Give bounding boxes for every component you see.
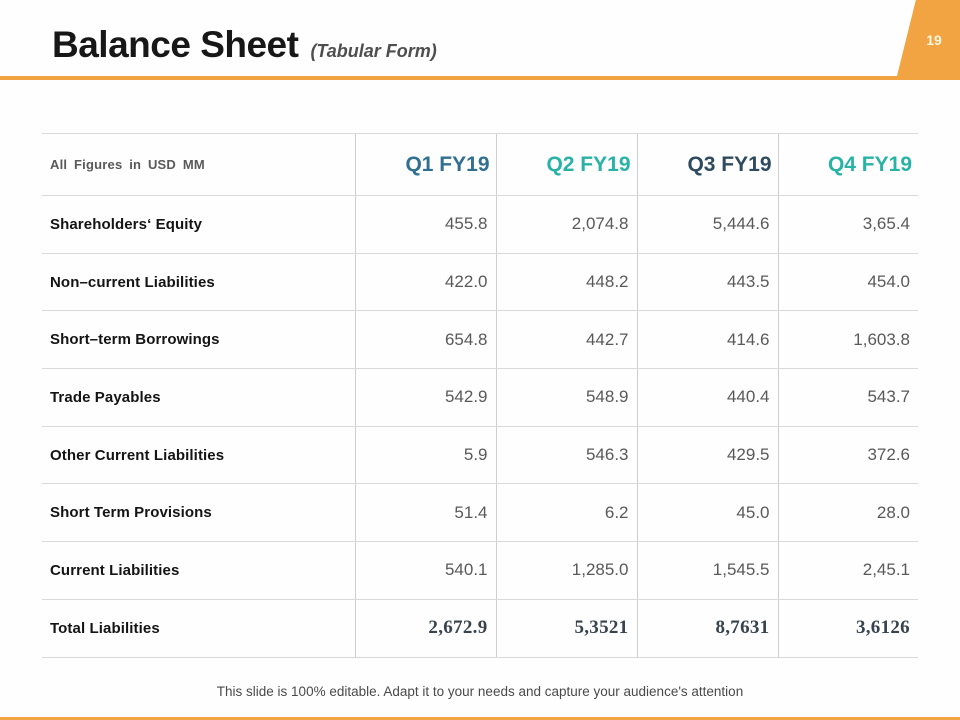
value-cell: 6.2 [495, 483, 637, 543]
column-header-q2: Q2 FY19 [495, 133, 637, 196]
value-cell: 654.8 [354, 310, 496, 370]
row-label: Non–current Liabilities [42, 253, 355, 312]
balance-sheet-table: All Figures in USD MM Q1 FY19 Q2 FY19 Q3 F… [42, 133, 918, 658]
value-cell: 548.9 [495, 368, 637, 427]
table-row: Trade Payables 542.9 548.9 440.4 543.7 [42, 368, 918, 427]
row-label: Shareholders‘ Equity [42, 195, 355, 254]
value-cell: 5,444.6 [636, 195, 778, 254]
value-cell: 422.0 [354, 253, 496, 312]
table-header-row: All Figures in USD MM Q1 FY19 Q2 FY19 Q3 F… [42, 133, 918, 196]
value-cell: 1,603.8 [777, 310, 918, 370]
row-label: Total Liabilities [42, 599, 355, 658]
page-subtitle: (Tabular Form) [310, 41, 437, 61]
table-row: Current Liabilities 540.1 1,285.0 1,545.5 2,… [42, 541, 918, 600]
column-header-q3: Q3 FY19 [636, 133, 778, 196]
row-label: Other Current Liabilities [42, 426, 355, 485]
bottom-accent-line [0, 717, 960, 720]
value-cell: 3,6126 [777, 599, 918, 658]
column-header-q1: Q1 FY19 [354, 133, 496, 196]
value-cell: 542.9 [354, 368, 496, 427]
table-row: Short Term Provisions 51.4 6.2 45.0 28.0 [42, 483, 918, 543]
row-label: Short–term Borrowings [42, 310, 355, 370]
slide-header: Balance Sheet (Tabular Form) [52, 24, 437, 66]
value-cell: 1,545.5 [636, 541, 778, 600]
value-cell: 1,285.0 [495, 541, 637, 600]
table-row: Short–term Borrowings 654.8 442.7 414.6 1,60… [42, 310, 918, 370]
value-cell: 546.3 [495, 426, 637, 485]
column-header-q4: Q4 FY19 [777, 133, 918, 196]
value-cell: 540.1 [354, 541, 496, 600]
table-row: Other Current Liabilities 5.9 546.3 429.5 37… [42, 426, 918, 485]
value-cell: 5,3521 [495, 599, 637, 658]
value-cell: 28.0 [777, 483, 918, 543]
value-cell: 440.4 [636, 368, 778, 427]
value-cell: 3,65.4 [777, 195, 918, 254]
table-row: Total Liabilities 2,672.9 5,3521 8,7631 3,61… [42, 599, 918, 658]
row-label: Trade Payables [42, 368, 355, 427]
page-number-badge: 19 [896, 0, 960, 80]
row-label: Short Term Provisions [42, 483, 355, 543]
value-cell: 442.7 [495, 310, 637, 370]
table-row: Shareholders‘ Equity 455.8 2,074.8 5,444.6 3… [42, 195, 918, 254]
title-underline [0, 76, 960, 80]
value-cell: 8,7631 [636, 599, 778, 658]
value-cell: 543.7 [777, 368, 918, 427]
value-cell: 5.9 [354, 426, 496, 485]
footer-note: This slide is 100% editable. Adapt it to… [216, 684, 744, 699]
table-corner-label: All Figures in USD MM [42, 133, 355, 196]
value-cell: 455.8 [354, 195, 496, 254]
value-cell: 2,074.8 [495, 195, 637, 254]
value-cell: 414.6 [636, 310, 778, 370]
value-cell: 2,45.1 [777, 541, 918, 600]
value-cell: 2,672.9 [354, 599, 496, 658]
value-cell: 45.0 [636, 483, 778, 543]
table-row: Non–current Liabilities 422.0 448.2 443.5 45… [42, 253, 918, 312]
value-cell: 454.0 [777, 253, 918, 312]
value-cell: 429.5 [636, 426, 778, 485]
value-cell: 448.2 [495, 253, 637, 312]
value-cell: 372.6 [777, 426, 918, 485]
value-cell: 51.4 [354, 483, 496, 543]
row-label: Current Liabilities [42, 541, 355, 600]
value-cell: 443.5 [636, 253, 778, 312]
page-number: 19 [926, 32, 942, 48]
page-title: Balance Sheet [52, 24, 299, 65]
